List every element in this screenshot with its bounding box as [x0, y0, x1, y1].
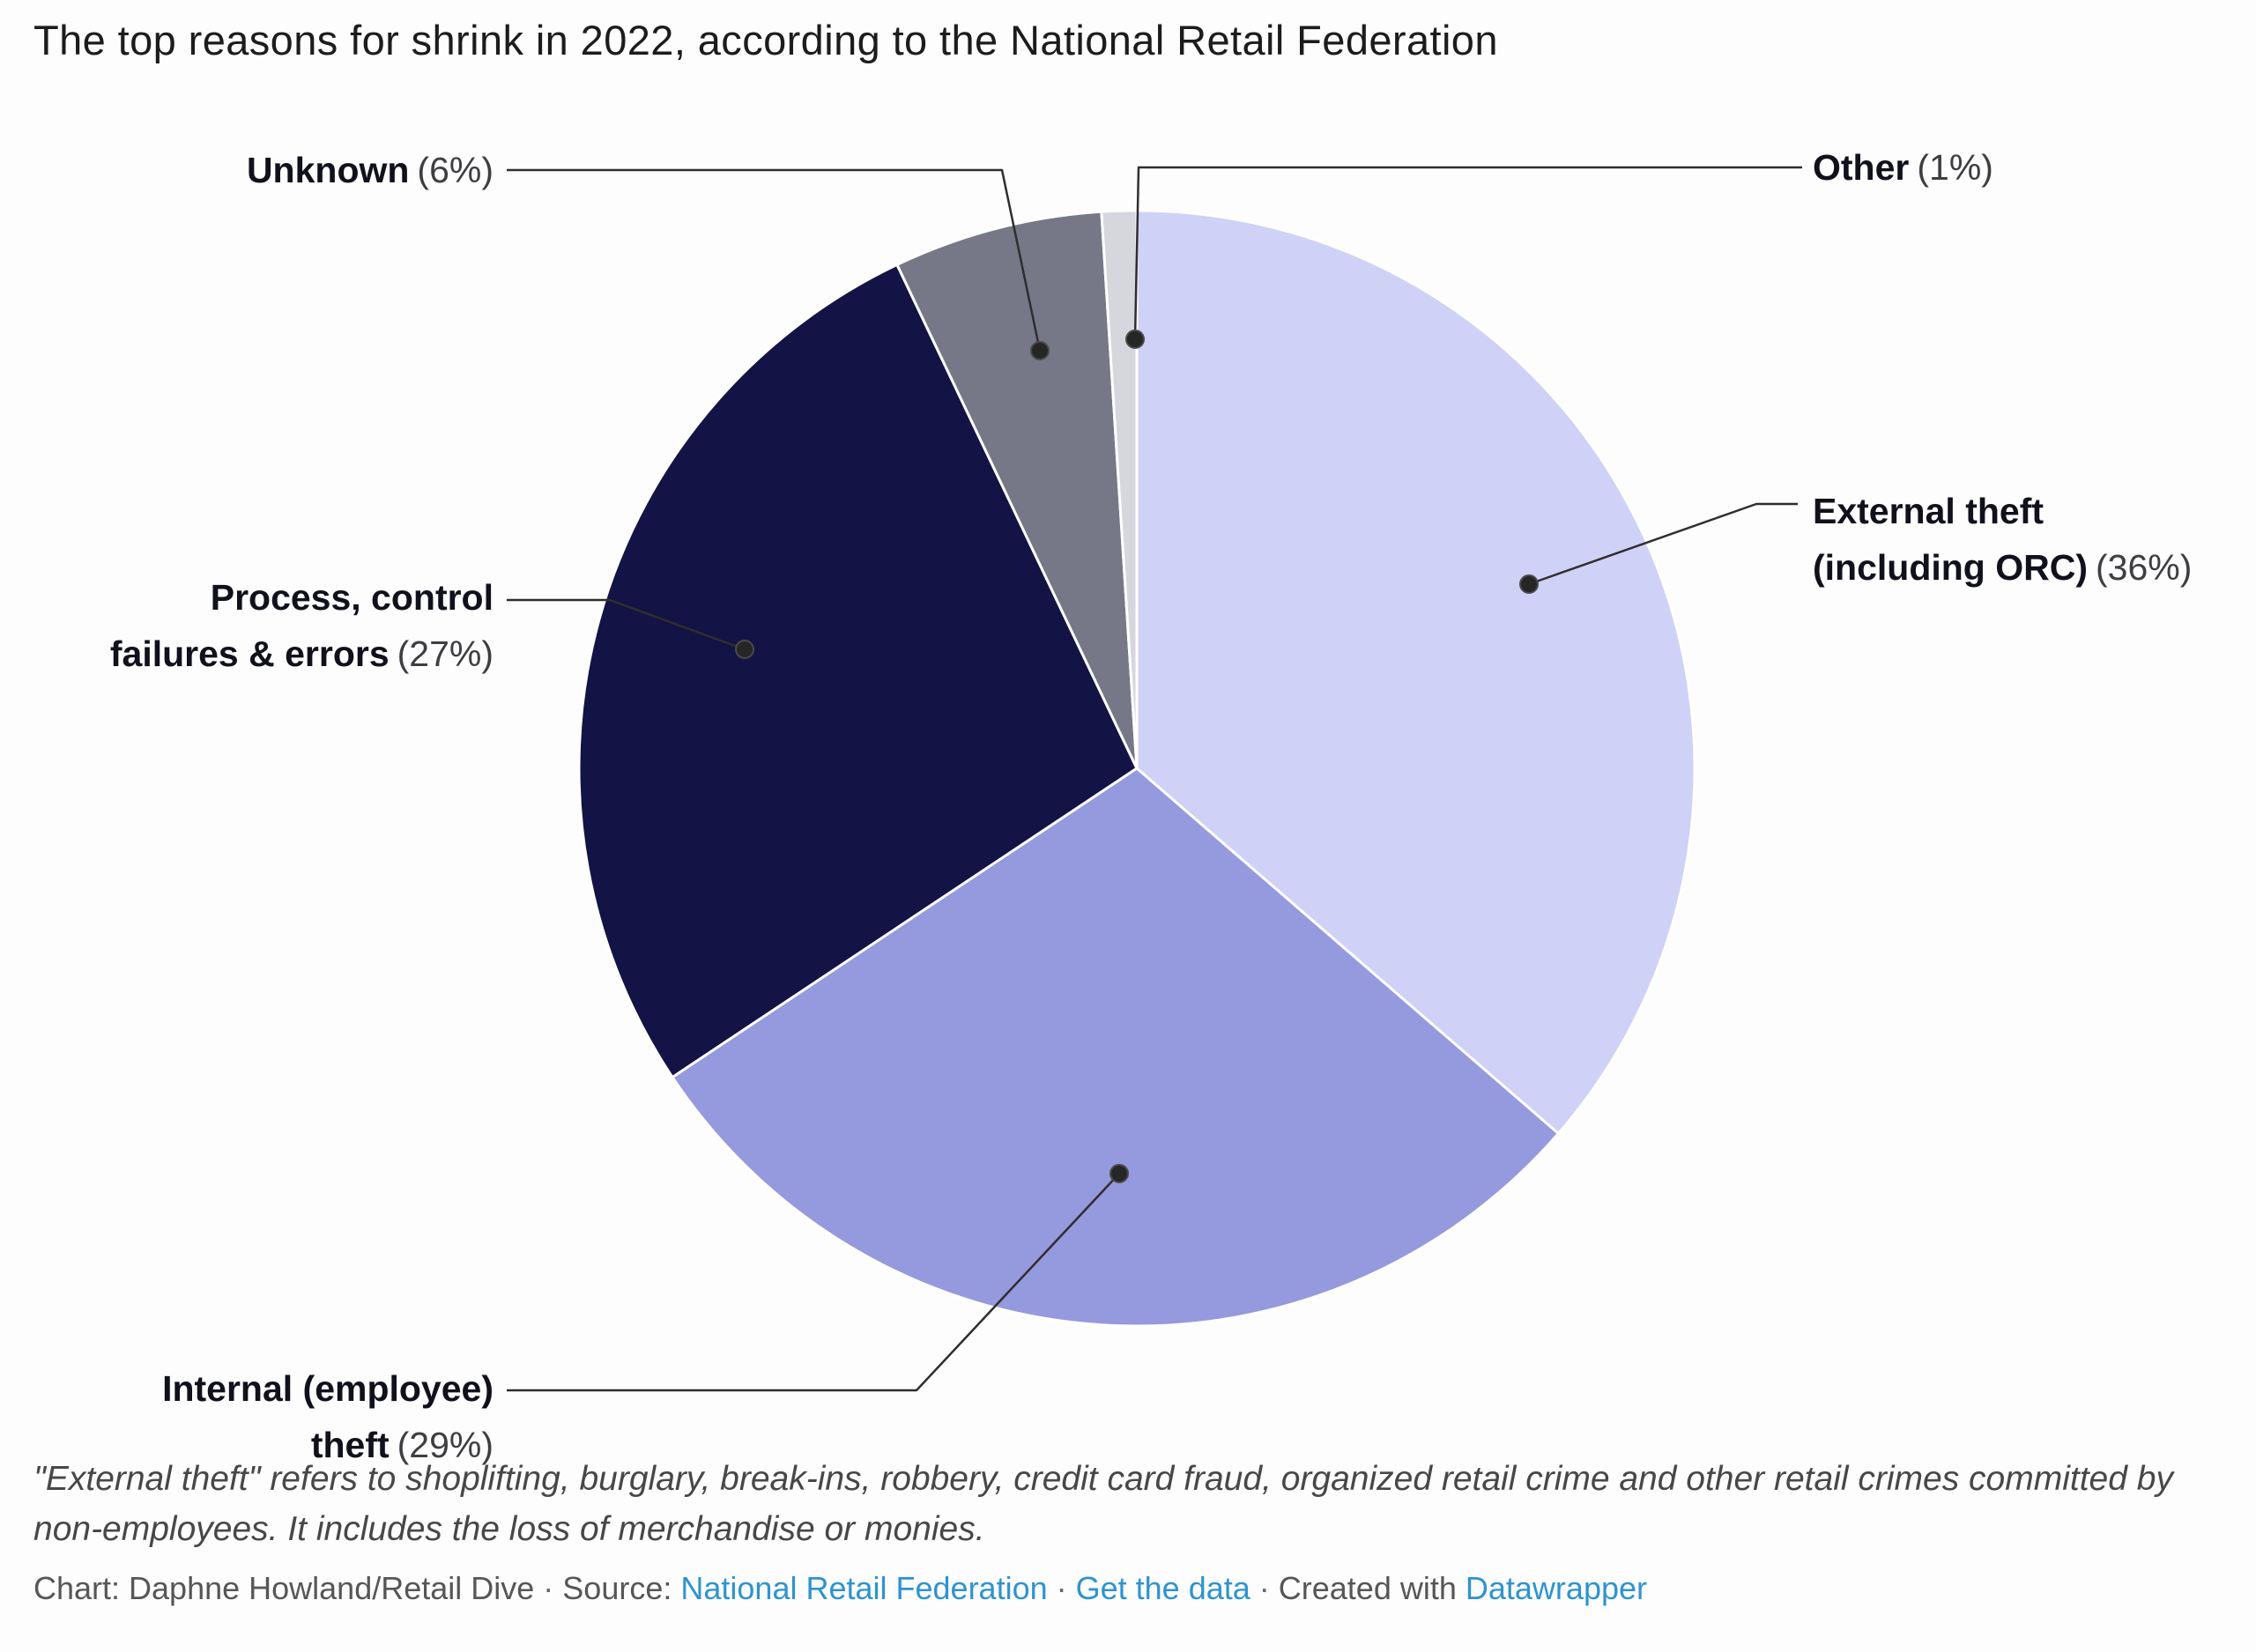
- anchor-dot-internal: [1109, 1164, 1129, 1183]
- pie-slices: [577, 209, 1696, 1328]
- anchor-dot-unknown: [1030, 341, 1050, 360]
- footer-separator-1: ·: [543, 1570, 554, 1606]
- chart-footnote: "External theft" refers to shoplifting, …: [33, 1460, 2173, 1548]
- label-other: Other (1%): [1813, 139, 1993, 196]
- label-process: Process, control failures & errors (27%): [110, 569, 494, 682]
- label-other-name: Other: [1813, 147, 1910, 188]
- anchor-dot-other: [1125, 330, 1145, 349]
- footer-separator-2: ·: [1056, 1570, 1067, 1606]
- label-process-line1: Process, control: [210, 577, 494, 618]
- leader-line-internal: [507, 1173, 1120, 1392]
- pie-slice-external-theft-including-orc[interactable]: [1135, 209, 1696, 1136]
- pie-slice-unknown[interactable]: [895, 210, 1139, 770]
- get-the-data-link[interactable]: Get the data: [1075, 1570, 1250, 1606]
- leader-line-other: [1133, 166, 1802, 340]
- created-with-label: Created with: [1278, 1570, 1457, 1606]
- label-internal-line1: Internal (employee): [162, 1368, 494, 1409]
- pie-slice-process-control-failures-errors[interactable]: [577, 263, 1139, 1079]
- label-process-pct: (27%): [397, 633, 494, 674]
- label-unknown: Unknown (6%): [247, 142, 494, 198]
- chart-credit: Chart: Daphne Howland/Retail Dive: [33, 1570, 535, 1606]
- label-internal: Internal (employee) theft (29%): [162, 1360, 494, 1473]
- label-internal-line2: theft: [310, 1425, 390, 1465]
- label-external-line2: (including ORC): [1813, 547, 2089, 588]
- footer-separator-3: ·: [1258, 1570, 1270, 1606]
- anchor-dot-external: [1519, 574, 1539, 594]
- label-internal-pct: (29%): [397, 1425, 494, 1465]
- label-unknown-name: Unknown: [246, 150, 410, 190]
- source-link[interactable]: National Retail Federation: [680, 1570, 1048, 1606]
- label-external-pct: (36%): [2096, 547, 2193, 588]
- leader-line-unknown: [507, 168, 1042, 352]
- leader-line-process: [507, 598, 746, 651]
- source-label: Source:: [562, 1570, 672, 1606]
- pie-slice-internal-employee-theft[interactable]: [671, 767, 1560, 1328]
- label-external: External theft (including ORC) (36%): [1813, 483, 2192, 596]
- chart-title: The top reasons for shrink in 2022, acco…: [33, 17, 1498, 63]
- anchor-dot-process: [735, 640, 754, 659]
- label-external-line1: External theft: [1813, 491, 2044, 531]
- label-process-line2: failures & errors: [109, 633, 390, 674]
- datawrapper-link[interactable]: Datawrapper: [1465, 1570, 1647, 1606]
- chart-footer: Chart: Daphne Howland/Retail Dive · Source…: [33, 1570, 2226, 1607]
- label-unknown-pct: (6%): [417, 150, 494, 190]
- leader-line-external: [1528, 502, 1798, 586]
- label-other-pct: (1%): [1917, 147, 1993, 188]
